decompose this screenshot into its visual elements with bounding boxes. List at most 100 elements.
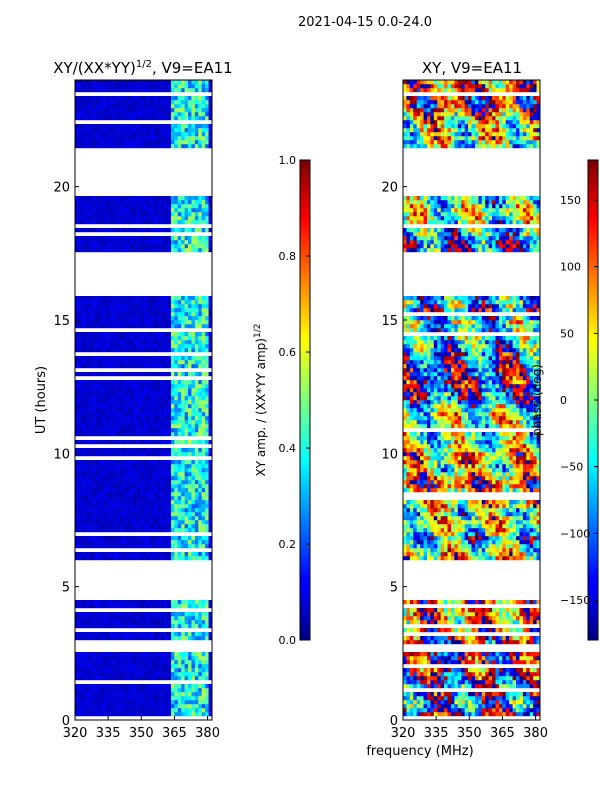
heatmap-cell (116, 516, 120, 520)
heatmap-cell (157, 308, 161, 312)
heatmap-cell (161, 504, 165, 508)
heatmap-cell (154, 492, 158, 496)
heatmap-cell (144, 204, 148, 208)
heatmap-cell (137, 500, 141, 504)
heatmap-cell (489, 668, 493, 672)
heatmap-cell (102, 296, 106, 300)
heatmap-cell (140, 480, 144, 484)
heatmap-cell (164, 308, 168, 312)
heatmap-cell (164, 240, 168, 244)
heatmap-cell (140, 616, 144, 620)
heatmap-cell (85, 372, 89, 376)
heatmap-cell (75, 428, 79, 432)
heatmap-cell (85, 420, 89, 424)
heatmap-cell (161, 668, 165, 672)
heatmap-cell (144, 508, 148, 512)
heatmap-cell (167, 128, 171, 132)
heatmap-cell (75, 464, 79, 468)
heatmap-cell (188, 464, 192, 468)
heatmap-cell (157, 316, 161, 320)
heatmap-cell (85, 460, 89, 464)
heatmap-cell (85, 324, 89, 328)
heatmap-cell (130, 324, 134, 328)
heatmap-cell (157, 544, 161, 548)
heatmap-cell (144, 660, 148, 664)
heatmap-cell (78, 228, 82, 232)
heatmap-cell (188, 504, 192, 508)
heatmap-cell (181, 520, 185, 524)
heatmap-cell (417, 700, 421, 704)
heatmap-cell (167, 520, 171, 524)
heatmap-cell (205, 464, 209, 468)
heatmap-cell (198, 616, 202, 620)
heatmap-cell (424, 672, 428, 676)
heatmap-cell (181, 412, 185, 416)
heatmap-cell (99, 196, 103, 200)
heatmap-cell (406, 652, 410, 656)
heatmap-cell (150, 480, 154, 484)
heatmap-cell (157, 480, 161, 484)
heatmap-cell (150, 684, 154, 688)
heatmap-cell (424, 660, 428, 664)
heatmap-cell (178, 612, 182, 616)
heatmap-cell (178, 432, 182, 436)
heatmap-cell (178, 500, 182, 504)
heatmap-cell (89, 236, 93, 240)
heatmap-cell (157, 220, 161, 224)
heatmap-cell (198, 100, 202, 104)
heatmap-cell (92, 304, 96, 308)
heatmap-cell (403, 704, 407, 708)
heatmap-cell (492, 668, 496, 672)
heatmap-cell (130, 672, 134, 676)
heatmap-cell (147, 132, 151, 136)
heatmap-cell (133, 668, 137, 672)
heatmap-cell (195, 348, 199, 352)
heatmap-cell (109, 516, 113, 520)
heatmap-cell (434, 668, 438, 672)
heatmap-cell (130, 216, 134, 220)
heatmap-cell (109, 656, 113, 660)
heatmap-cell (116, 356, 120, 360)
heatmap-cell (102, 468, 106, 472)
heatmap-cell (171, 520, 175, 524)
heatmap-cell (202, 300, 206, 304)
heatmap-cell (188, 344, 192, 348)
heatmap-cell (106, 700, 110, 704)
heatmap-cell (157, 360, 161, 364)
heatmap-cell (205, 440, 209, 444)
heatmap-cell (126, 336, 130, 340)
heatmap-cell (140, 140, 144, 144)
heatmap-cell (133, 88, 137, 92)
heatmap-cell (191, 112, 195, 116)
heatmap-cell (99, 636, 103, 640)
heatmap-cell (130, 620, 134, 624)
heatmap-cell (198, 700, 202, 704)
heatmap-cell (154, 220, 158, 224)
heatmap-cell (492, 712, 496, 716)
heatmap-cell (154, 80, 158, 84)
heatmap-cell (188, 552, 192, 556)
heatmap-cell (126, 676, 130, 680)
heatmap-cell (109, 104, 113, 108)
heatmap-cell (150, 668, 154, 672)
heatmap-cell (123, 388, 127, 392)
heatmap-cell (167, 124, 171, 128)
heatmap-cell (161, 108, 165, 112)
heatmap-cell (133, 440, 137, 444)
heatmap-cell (164, 460, 168, 464)
heatmap-cell (150, 396, 154, 400)
heatmap-cell (185, 240, 189, 244)
heatmap-cell (171, 124, 175, 128)
heatmap-cell (519, 660, 523, 664)
heatmap-cell (185, 320, 189, 324)
heatmap-cell (85, 228, 89, 232)
heatmap-cell (188, 664, 192, 668)
heatmap-cell (181, 684, 185, 688)
heatmap-cell (506, 696, 510, 700)
heatmap-cell (198, 540, 202, 544)
heatmap-cell (492, 684, 496, 688)
heatmap-cell (205, 448, 209, 452)
heatmap-cell (161, 244, 165, 248)
heatmap-cell (116, 416, 120, 420)
heatmap-cell (441, 660, 445, 664)
